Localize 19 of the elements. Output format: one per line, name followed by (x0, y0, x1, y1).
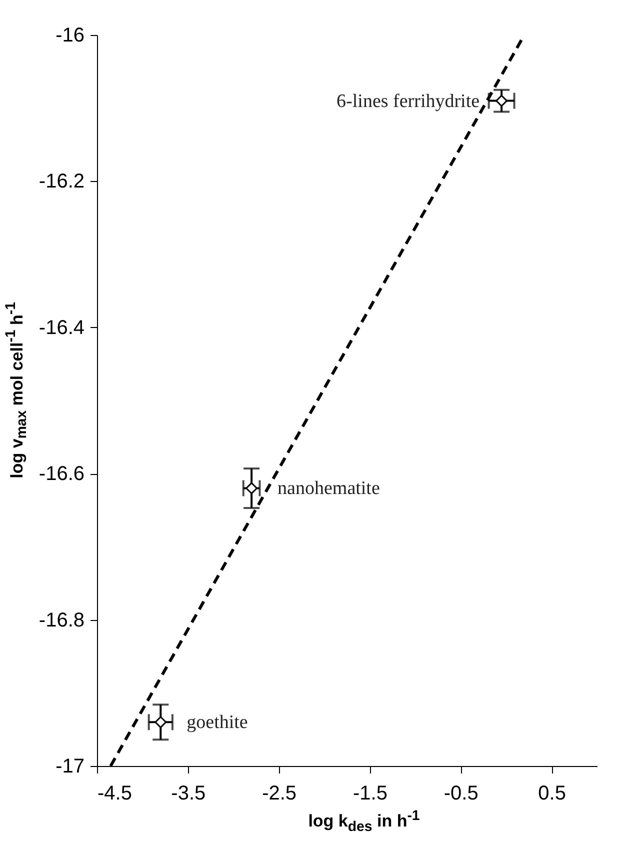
y-tick-label: -16 (56, 24, 84, 46)
annotation: 6-lines ferrihydrite (336, 90, 480, 112)
point (154, 716, 167, 728)
x-tick-label: -4.5 (98, 782, 132, 804)
x-tick-label: -2.5 (262, 782, 297, 804)
y-tick-label: -17 (56, 756, 84, 778)
x-axis-title: log k$_{des}$ in h$^{-1}$ (307, 808, 421, 836)
y-tick-label: -16.2 (38, 170, 84, 193)
point (496, 94, 508, 107)
x-tick-label: -0.5 (444, 782, 478, 804)
x-tick-label: -3.5 (171, 782, 206, 804)
annotation: nanohematite (278, 478, 380, 500)
x-tick-label: 0.5 (538, 782, 566, 804)
x-tick-label: -1.5 (352, 782, 388, 804)
annotation: goethite (186, 712, 248, 734)
y-tick-label: -16.6 (38, 463, 84, 486)
y-tick-label: -16.4 (38, 316, 84, 339)
point (246, 482, 258, 494)
y-tick-label: -16.8 (38, 609, 84, 632)
